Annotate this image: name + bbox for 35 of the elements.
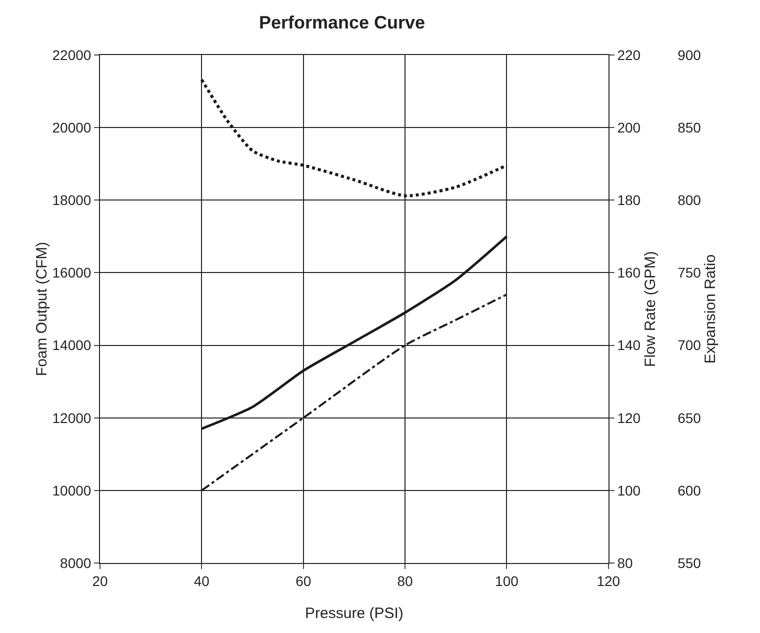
y-axis-title: Foam Output (CFM) (33, 242, 50, 376)
y-tick-label: 22000 (52, 46, 92, 63)
y2-tick-label: 220 (617, 46, 641, 63)
y2-tick-label: 200 (617, 119, 641, 136)
y-tick-label: 10000 (52, 482, 92, 498)
y2-tick-label: 120 (617, 410, 641, 426)
y2-tick-label: 160 (617, 264, 641, 281)
x-tick-label: 20 (92, 572, 108, 589)
x-axis-title: Pressure (PSI) (305, 605, 404, 622)
y3-tick-label: 800 (678, 192, 702, 208)
x-tick-label: 120 (596, 572, 620, 589)
y2-tick-label: 180 (617, 192, 641, 208)
y-tick-label: 14000 (52, 337, 92, 354)
y2-axis-title: Flow Rate (GPM) (642, 251, 659, 367)
y2-tick-label: 140 (617, 337, 641, 354)
y3-tick-label: 900 (678, 46, 702, 63)
y3-tick-label: 600 (678, 482, 702, 498)
y3-axis-title: Expansion Ratio (702, 254, 720, 364)
x-tick-label: 100 (495, 572, 519, 589)
y2-tick-label: 100 (617, 482, 641, 498)
y2-tick-label: 80 (617, 554, 633, 571)
y-tick-label: 20000 (52, 119, 92, 136)
y3-tick-label: 850 (678, 119, 702, 136)
y3-tick-label: 750 (678, 264, 702, 281)
x-tick-label: 80 (397, 572, 414, 589)
y-tick-label: 18000 (52, 192, 92, 208)
y-tick-label: 8000 (60, 554, 92, 571)
y3-tick-label: 650 (678, 410, 702, 426)
y-tick-label: 16000 (52, 264, 92, 281)
x-tick-label: 60 (296, 572, 312, 589)
y-tick-label: 12000 (52, 410, 92, 426)
x-tick-label: 40 (194, 572, 210, 589)
y3-tick-label: 550 (678, 554, 702, 571)
y3-tick-label: 700 (678, 337, 702, 354)
chart-title: Performance Curve (258, 12, 426, 32)
